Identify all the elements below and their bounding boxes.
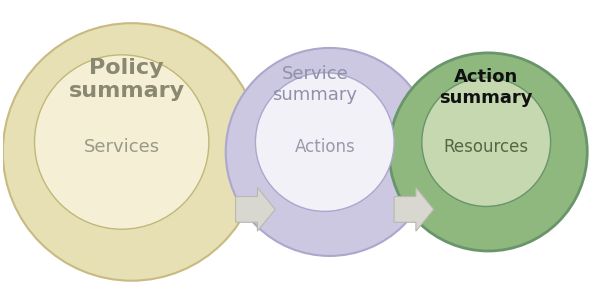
Circle shape [389, 53, 587, 251]
Circle shape [422, 78, 551, 206]
Text: Service
summary: Service summary [272, 65, 358, 104]
Text: Services: Services [83, 138, 160, 156]
Circle shape [226, 48, 434, 256]
Text: Actions: Actions [295, 138, 355, 156]
Text: Policy
summary: Policy summary [68, 58, 185, 101]
Circle shape [3, 23, 260, 281]
Circle shape [256, 73, 394, 211]
Circle shape [35, 55, 209, 229]
Polygon shape [236, 187, 275, 231]
Polygon shape [394, 187, 434, 231]
Text: Resources: Resources [443, 138, 529, 156]
Text: Action
summary: Action summary [439, 68, 533, 107]
